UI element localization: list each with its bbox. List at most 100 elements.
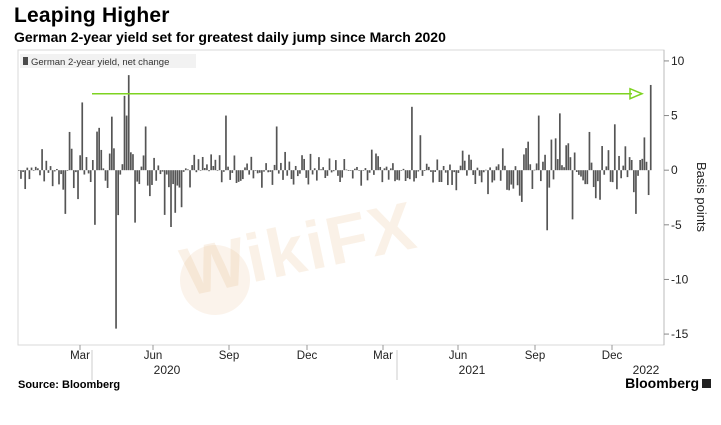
bar — [136, 170, 139, 182]
bar — [457, 170, 460, 173]
bar — [24, 170, 27, 190]
bar — [231, 170, 234, 173]
bar — [575, 170, 578, 172]
bar — [244, 167, 246, 171]
bar — [370, 149, 373, 171]
bar — [203, 167, 206, 171]
bar — [373, 170, 375, 175]
bar — [233, 155, 236, 171]
bar — [478, 170, 481, 176]
bar — [476, 167, 479, 171]
bar — [20, 170, 22, 179]
bar — [383, 168, 386, 171]
bar — [324, 170, 327, 179]
bar — [360, 170, 363, 186]
bar — [191, 165, 193, 171]
bar — [402, 168, 405, 171]
bar — [115, 170, 117, 329]
bar — [83, 170, 86, 175]
bar — [404, 170, 407, 181]
bar — [419, 135, 422, 171]
bar — [58, 170, 60, 185]
bar — [552, 170, 555, 180]
bar — [565, 145, 568, 171]
bar — [436, 159, 439, 171]
bar — [337, 170, 339, 176]
bar — [510, 170, 513, 185]
bar — [628, 157, 631, 171]
y-tick-label: 5 — [671, 109, 678, 123]
bar — [248, 170, 251, 175]
bar — [189, 170, 191, 188]
bar — [559, 113, 561, 171]
bar — [96, 131, 98, 171]
bar — [571, 170, 574, 220]
bar — [37, 168, 39, 171]
bar — [495, 166, 498, 171]
bar — [590, 162, 593, 171]
bar — [339, 170, 341, 182]
bar — [351, 170, 354, 179]
bar — [546, 170, 549, 231]
bar — [235, 170, 238, 184]
bar — [620, 170, 622, 179]
bar — [645, 161, 648, 171]
bar — [269, 170, 272, 172]
bar — [364, 168, 367, 171]
bar — [504, 165, 506, 171]
bar — [518, 170, 521, 196]
bar — [415, 170, 417, 179]
bar — [292, 170, 295, 185]
bar — [286, 170, 289, 176]
bar — [81, 102, 84, 171]
bar — [157, 165, 160, 171]
bar — [389, 168, 392, 171]
bar — [315, 170, 318, 181]
bar — [379, 166, 382, 171]
bar — [438, 170, 441, 182]
bar — [45, 160, 48, 171]
bar — [482, 170, 485, 173]
bar — [616, 170, 618, 190]
brand-name: Bloomberg — [625, 375, 699, 391]
bar — [239, 170, 242, 181]
bar — [134, 170, 136, 223]
x-tick-label: Mar — [373, 350, 393, 362]
bar — [432, 170, 434, 183]
bar — [307, 170, 310, 185]
bar — [474, 170, 477, 184]
bar — [85, 157, 88, 171]
bar — [447, 170, 449, 186]
legend-background — [20, 54, 196, 68]
bar — [354, 168, 356, 171]
bar — [442, 165, 445, 171]
bar — [345, 169, 348, 171]
bar — [149, 170, 151, 197]
bar — [261, 170, 263, 188]
bar — [104, 170, 107, 181]
bar — [425, 163, 428, 171]
bar — [512, 170, 515, 189]
bar — [569, 157, 572, 171]
y-axis-title: Basis points — [694, 162, 709, 233]
bar — [451, 170, 453, 185]
bar — [258, 170, 261, 173]
bar — [30, 167, 33, 171]
x-tick-label: Sep — [525, 350, 545, 362]
bar — [127, 75, 130, 171]
bar — [584, 170, 587, 185]
bar — [87, 170, 90, 174]
bar — [271, 170, 274, 185]
bar — [548, 170, 551, 188]
bar — [214, 159, 217, 171]
bar — [288, 161, 291, 171]
bar — [630, 160, 633, 171]
bar — [22, 170, 24, 172]
bar — [586, 170, 589, 185]
bar — [394, 170, 396, 182]
bar — [254, 170, 257, 171]
bar — [100, 149, 103, 171]
bar — [468, 154, 470, 171]
bar — [79, 155, 81, 171]
bar — [176, 170, 179, 186]
